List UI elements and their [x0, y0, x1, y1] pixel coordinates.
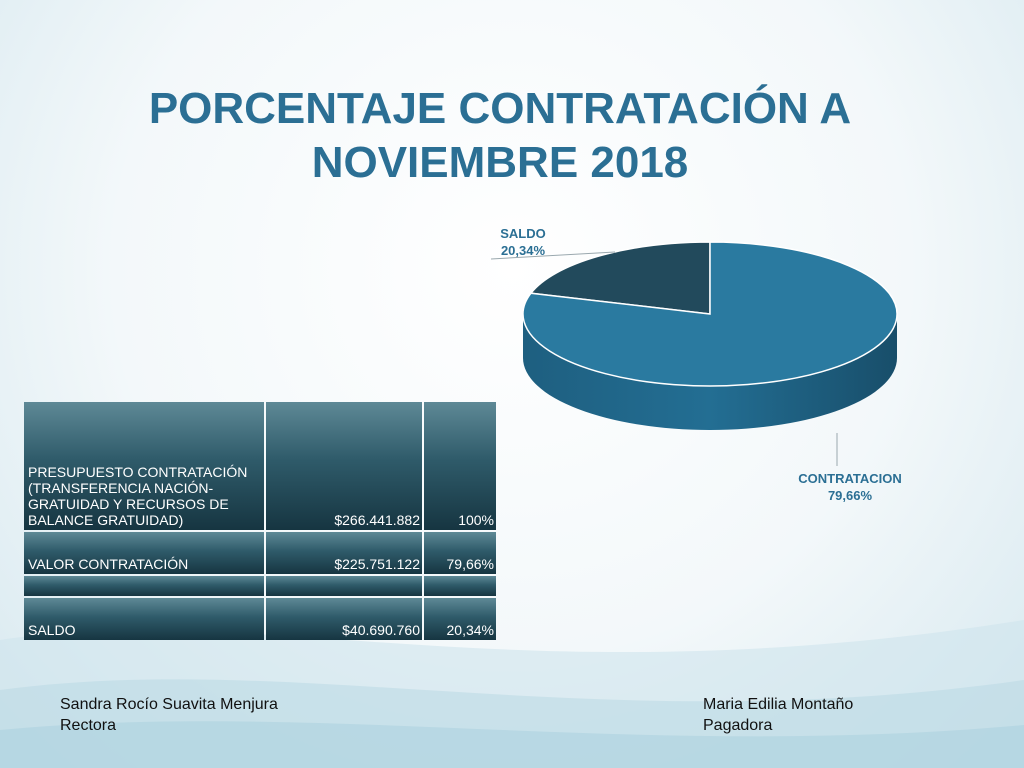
signature-left-name: Sandra Rocío Suavita Menjura [60, 696, 278, 713]
table-row: SALDO $40.690.760 20,34% [24, 598, 496, 640]
table-cell-amount [266, 576, 422, 596]
pie-label-saldo: SALDO 20,34% [490, 226, 616, 260]
signature-right-role: Pagadora [703, 717, 773, 734]
pie-slice-saldo [529, 241, 711, 315]
table-cell-amount: $225.751.122 [266, 532, 422, 574]
saldo-label: SALDO [500, 226, 546, 241]
table-cell-label: SALDO [24, 598, 264, 640]
table-row [24, 576, 496, 596]
table-cell-percent: 100% [424, 402, 496, 530]
saldo-leader-line [490, 251, 616, 260]
signature-left-role: Rectora [60, 717, 117, 734]
saldo-value-label: 20,34% [501, 243, 546, 258]
table-cell-amount: $40.690.760 [266, 598, 422, 640]
signature-left: Sandra Rocío Suavita Menjura Rectora [60, 694, 278, 736]
table-cell-label [24, 576, 264, 596]
table-cell-label: VALOR CONTRATACIÓN [24, 532, 264, 574]
table-row: PRESUPUESTO CONTRATACIÓN (TRANSFERENCIA … [24, 402, 496, 530]
budget-table: PRESUPUESTO CONTRATACIÓN (TRANSFERENCIA … [22, 400, 498, 642]
pie-slice-contratacion [522, 241, 898, 387]
table-row: VALOR CONTRATACIÓN $225.751.122 79,66% [24, 532, 496, 574]
table-cell-percent: 79,66% [424, 532, 496, 574]
signature-right: Maria Edilia Montaño Pagadora [703, 694, 853, 736]
table-cell-amount: $266.441.882 [266, 402, 422, 530]
table-cell-label: PRESUPUESTO CONTRATACIÓN (TRANSFERENCIA … [24, 402, 264, 530]
signature-right-name: Maria Edilia Montaño [703, 696, 854, 713]
page-title: PORCENTAJE CONTRATACIÓN A NOVIEMBRE 2018 [148, 84, 852, 187]
contratacion-label: CONTRATACION [798, 471, 902, 486]
table-cell-percent [424, 576, 496, 596]
table-cell-percent: 20,34% [424, 598, 496, 640]
contratacion-value-label: 79,66% [828, 488, 873, 503]
pie-side-wall [523, 314, 897, 430]
pie-label-contratacion: CONTRATACION 79,66% [798, 433, 902, 503]
